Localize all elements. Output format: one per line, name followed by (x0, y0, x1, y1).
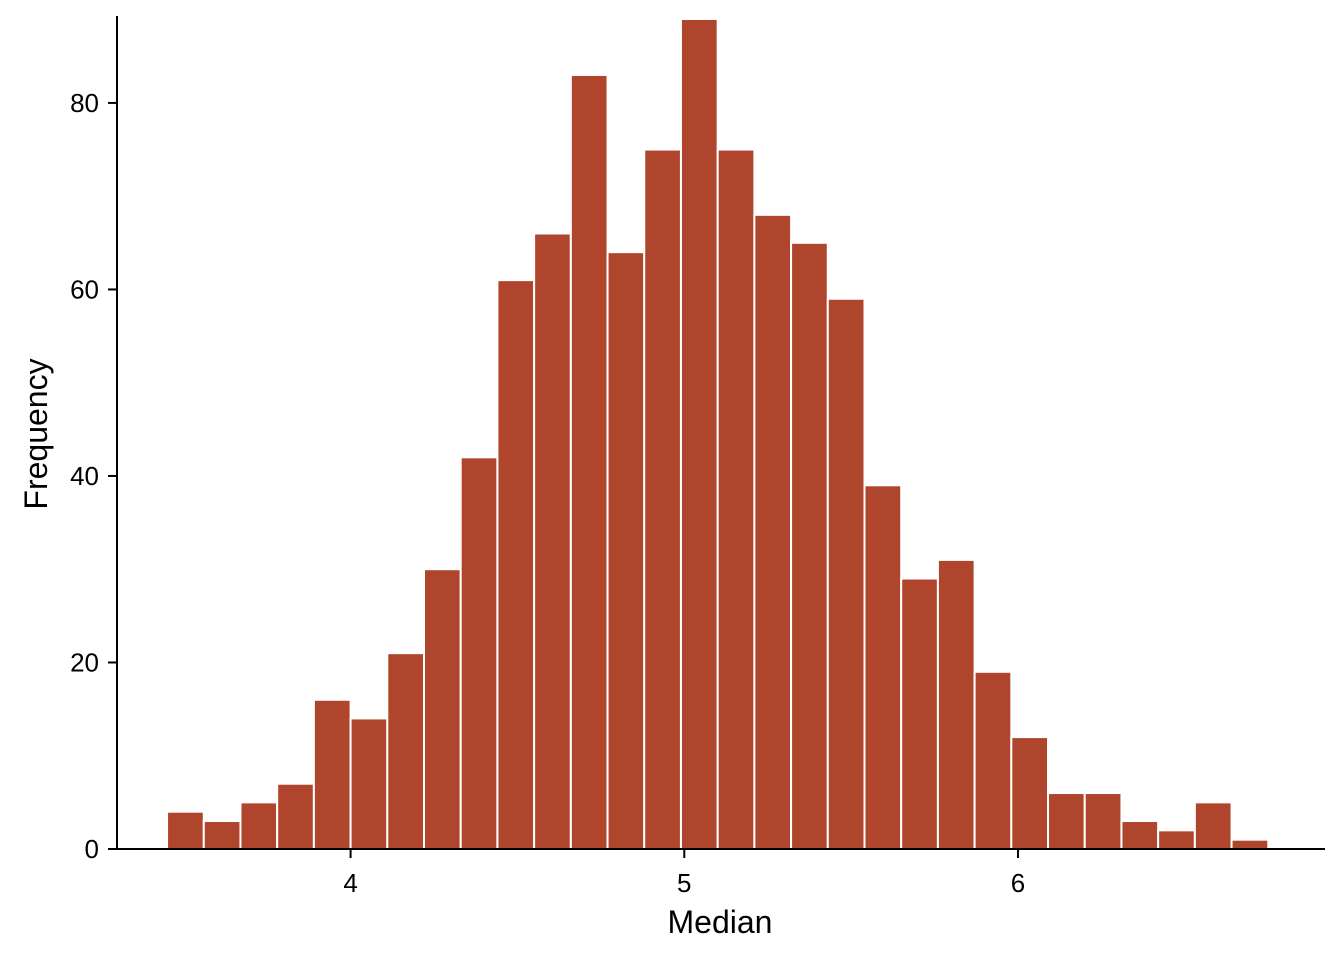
y-axis-title: Frequency (18, 358, 54, 509)
histogram-bar-10 (496, 279, 536, 850)
histogram-bar-6 (349, 717, 389, 851)
histogram-bar-21 (900, 577, 939, 850)
histogram-bar-4 (276, 782, 315, 851)
histogram-bar-1 (166, 810, 205, 851)
x-tick-label: 4 (343, 868, 357, 898)
histogram-bar-28 (1157, 829, 1196, 851)
histogram-bar-18 (790, 241, 829, 850)
histogram-bar-19 (826, 297, 866, 850)
histogram-bar-27 (1120, 820, 1160, 850)
histogram-bar-29 (1193, 801, 1233, 851)
histogram-bar-3 (239, 801, 279, 851)
y-tick-label: 0 (85, 834, 99, 864)
histogram-bar-24 (1010, 736, 1050, 851)
histogram-bar-22 (936, 558, 976, 850)
y-tick-label: 60 (70, 274, 99, 304)
histogram-bar-11 (533, 232, 572, 850)
y-tick-label: 80 (70, 88, 99, 118)
x-axis-title: Median (668, 904, 773, 940)
histogram-bar-25 (1047, 792, 1086, 850)
histogram-bar-13 (606, 251, 646, 851)
histogram-bar-12 (569, 73, 609, 850)
histogram-bar-2 (202, 820, 242, 850)
histogram-bar-20 (863, 484, 903, 850)
histogram-bar-16 (716, 148, 756, 851)
y-tick-label: 40 (70, 461, 99, 491)
histogram-bar-14 (643, 148, 682, 851)
histogram-bar-7 (386, 652, 426, 850)
x-tick-label: 5 (677, 868, 691, 898)
histogram-bar-8 (423, 568, 462, 850)
x-axis-ticks: 4 5 6 (343, 849, 1025, 898)
histogram-bar-5 (312, 698, 352, 850)
histogram-bar-26 (1083, 792, 1123, 850)
x-tick-label: 6 (1011, 868, 1025, 898)
y-axis-ticks: 0 20 40 60 80 (70, 88, 117, 864)
histogram-bar-15 (679, 18, 719, 850)
histogram-bar-9 (459, 456, 499, 850)
bars-group (166, 18, 1270, 851)
histogram-bar-17 (753, 213, 793, 850)
histogram-bar-23 (973, 670, 1013, 850)
histogram-bar-30 (1230, 838, 1270, 850)
y-tick-label: 20 (70, 647, 99, 677)
